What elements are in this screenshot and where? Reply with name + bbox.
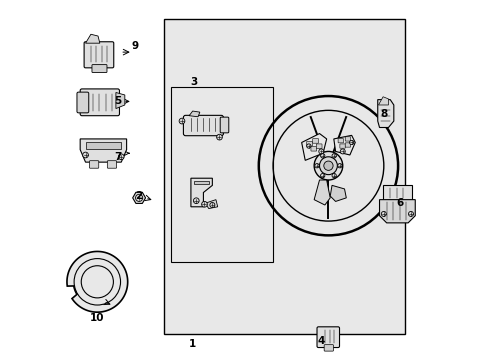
Circle shape <box>193 198 199 203</box>
FancyBboxPatch shape <box>345 137 350 141</box>
Bar <box>164 19 405 334</box>
FancyBboxPatch shape <box>77 92 88 113</box>
FancyBboxPatch shape <box>324 345 333 351</box>
Polygon shape <box>378 97 387 105</box>
Circle shape <box>407 211 413 216</box>
Text: 5: 5 <box>114 96 121 107</box>
Circle shape <box>319 157 337 175</box>
Polygon shape <box>333 135 354 155</box>
Circle shape <box>135 194 142 202</box>
Text: 8: 8 <box>379 109 386 119</box>
Polygon shape <box>67 251 127 312</box>
Polygon shape <box>86 143 121 149</box>
Polygon shape <box>193 181 209 184</box>
Polygon shape <box>329 185 346 202</box>
Circle shape <box>381 211 386 216</box>
Polygon shape <box>132 192 145 203</box>
Circle shape <box>179 118 184 124</box>
Polygon shape <box>80 139 126 162</box>
FancyBboxPatch shape <box>306 141 312 146</box>
Text: 10: 10 <box>90 312 104 323</box>
Text: 1: 1 <box>189 339 196 349</box>
Circle shape <box>313 152 342 180</box>
Circle shape <box>331 174 336 178</box>
Circle shape <box>340 149 345 154</box>
Polygon shape <box>116 93 124 109</box>
Circle shape <box>318 149 323 154</box>
Bar <box>171 87 272 262</box>
FancyBboxPatch shape <box>92 64 107 72</box>
Circle shape <box>349 140 353 145</box>
Polygon shape <box>189 111 200 117</box>
Text: 2: 2 <box>135 191 142 201</box>
FancyBboxPatch shape <box>310 147 316 151</box>
Text: 7: 7 <box>114 152 121 162</box>
Circle shape <box>82 152 88 158</box>
Circle shape <box>320 174 324 178</box>
Polygon shape <box>190 178 212 207</box>
Circle shape <box>320 154 324 158</box>
Circle shape <box>306 144 310 148</box>
Text: 3: 3 <box>190 77 197 87</box>
Text: 9: 9 <box>132 41 139 51</box>
Polygon shape <box>379 200 414 223</box>
FancyBboxPatch shape <box>316 327 339 347</box>
FancyBboxPatch shape <box>80 89 119 116</box>
FancyBboxPatch shape <box>312 139 318 143</box>
FancyBboxPatch shape <box>220 117 228 133</box>
FancyBboxPatch shape <box>316 144 322 149</box>
Circle shape <box>323 161 332 170</box>
Circle shape <box>201 202 207 207</box>
FancyBboxPatch shape <box>183 115 223 136</box>
FancyBboxPatch shape <box>84 42 114 68</box>
Circle shape <box>209 203 214 207</box>
Polygon shape <box>85 34 100 43</box>
Circle shape <box>216 134 222 140</box>
Polygon shape <box>377 100 393 127</box>
Circle shape <box>331 154 336 158</box>
FancyBboxPatch shape <box>89 161 99 168</box>
Circle shape <box>118 154 124 159</box>
FancyBboxPatch shape <box>107 161 116 168</box>
Polygon shape <box>301 134 326 160</box>
Polygon shape <box>205 200 217 208</box>
Text: 6: 6 <box>395 198 403 208</box>
Polygon shape <box>313 180 329 205</box>
Polygon shape <box>382 185 411 200</box>
Circle shape <box>337 163 341 168</box>
FancyBboxPatch shape <box>345 143 350 147</box>
Text: 4: 4 <box>317 337 325 346</box>
Circle shape <box>314 163 319 168</box>
FancyBboxPatch shape <box>337 139 343 143</box>
FancyBboxPatch shape <box>339 144 345 148</box>
